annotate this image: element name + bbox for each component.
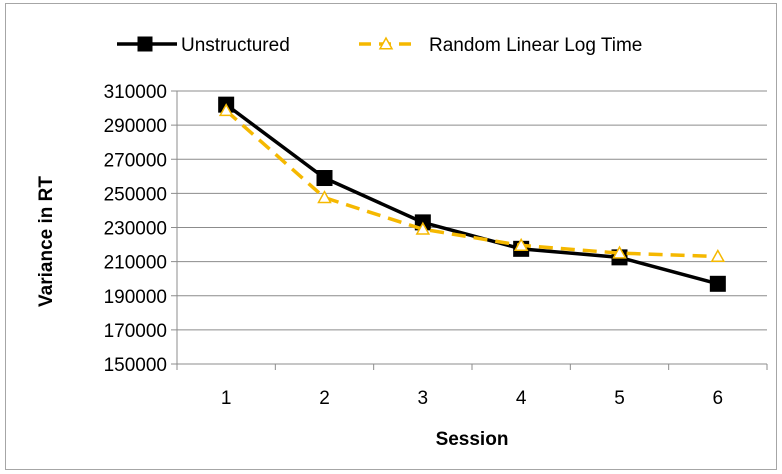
legend-entry-random-linear-log-time: Random Linear Log Time — [359, 35, 642, 56]
series-0 — [218, 96, 726, 292]
x-tick-label-2: 2 — [319, 388, 330, 409]
point-series-1-3 — [415, 221, 431, 235]
chart-frame — [5, 3, 777, 470]
x-tick-label-5: 5 — [614, 388, 625, 409]
series-line-1 — [225, 109, 718, 259]
point-series-0-2 — [316, 170, 333, 187]
y-tick-label-1: 170000 — [104, 321, 167, 342]
y-axis-title: Variance in RT — [36, 176, 57, 307]
y-tick-label-6: 270000 — [104, 150, 167, 171]
legend-label-unstructured: Unstructured — [181, 35, 290, 56]
y-tick-label-0: 150000 — [104, 355, 167, 376]
y-tick-label-8: 310000 — [104, 82, 167, 103]
tick-labels: 150000 170000 190000 210000 230000 250000 2700… — [104, 82, 724, 409]
point-series-0-6 — [709, 275, 726, 292]
legend-entry-unstructured: Unstructured — [117, 35, 290, 56]
series-1 — [218, 103, 726, 263]
legend-label-random-linear-log-time: Random Linear Log Time — [429, 35, 642, 56]
x-tick-label-1: 1 — [221, 388, 232, 409]
legend: Unstructured Random Linear Log Time — [117, 35, 642, 56]
legend-marker-1 — [378, 36, 394, 50]
y-tick-label-4: 230000 — [104, 219, 167, 240]
x-axis-title: Session — [436, 429, 509, 450]
grid-lines — [177, 90, 767, 331]
y-tick-label-2: 190000 — [104, 287, 167, 308]
series-line-0 — [225, 103, 719, 286]
series-lines — [218, 96, 726, 292]
x-tick-label-4: 4 — [516, 388, 527, 409]
x-tick-label-6: 6 — [713, 388, 724, 409]
point-series-1-2 — [317, 190, 332, 204]
point-series-1-4 — [513, 237, 529, 251]
y-tick-label-7: 290000 — [104, 116, 167, 137]
x-tick-label-3: 3 — [418, 388, 429, 409]
axes — [171, 90, 768, 370]
point-series-1-5 — [612, 245, 627, 259]
legend-marker-0 — [137, 36, 153, 52]
point-series-1-6 — [710, 248, 726, 263]
point-series-1-1 — [218, 103, 234, 117]
y-tick-label-3: 210000 — [104, 253, 167, 274]
y-tick-label-5: 250000 — [104, 184, 167, 205]
